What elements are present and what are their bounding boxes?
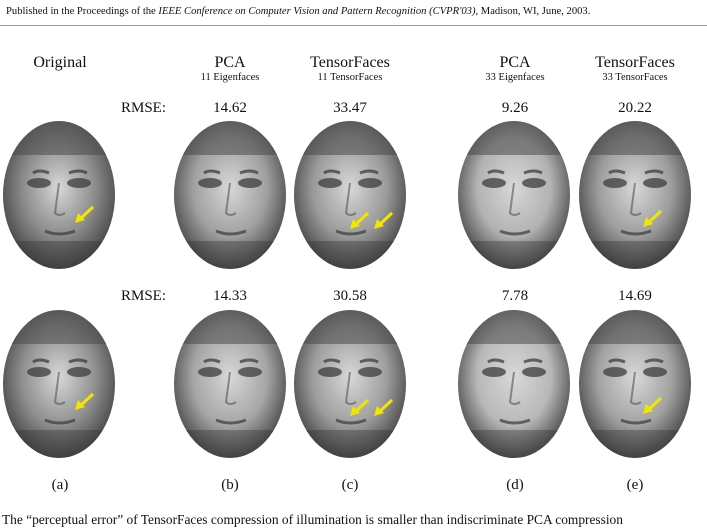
arrow-icon bbox=[641, 394, 663, 416]
face-original-image bbox=[3, 310, 115, 458]
face-pca-11-image bbox=[174, 121, 286, 269]
rmse-label-row1: RMSE: bbox=[121, 100, 167, 116]
rmse-value: 33.47 bbox=[333, 100, 367, 116]
publication-header: Published in the Proceedings of the IEEE… bbox=[6, 6, 706, 17]
face-tensorfaces-33-image bbox=[579, 121, 691, 269]
rmse-value: 30.58 bbox=[333, 288, 367, 304]
col-subtitle-tensorfaces-11: 11 TensorFaces bbox=[317, 72, 383, 83]
face-pca-33-image bbox=[458, 310, 570, 458]
rmse-value: 14.33 bbox=[213, 288, 247, 304]
panel-label-d: (d) bbox=[506, 477, 524, 493]
arrow-icon bbox=[73, 203, 95, 225]
face-tensorfaces-33-image bbox=[579, 310, 691, 458]
arrow-icon bbox=[641, 207, 663, 229]
arrow-icon bbox=[348, 396, 370, 418]
header-rule bbox=[0, 25, 707, 26]
rmse-value: 20.22 bbox=[618, 100, 652, 116]
face-pca-33-image bbox=[458, 121, 570, 269]
rmse-value: 9.26 bbox=[501, 100, 529, 116]
col-subtitle-pca-11: 11 Eigenfaces bbox=[200, 72, 260, 83]
face-tensorfaces-11-image bbox=[294, 121, 406, 269]
rmse-value: 14.62 bbox=[213, 100, 247, 116]
panel-label-c: (c) bbox=[341, 477, 359, 493]
header-prefix: Published in the Proceedings of the bbox=[6, 6, 159, 17]
arrow-icon bbox=[372, 396, 394, 418]
header-venue: IEEE Conference on Computer Vision and P… bbox=[158, 6, 476, 17]
col-title-pca-33: PCA bbox=[499, 54, 531, 71]
face-original-image bbox=[3, 121, 115, 269]
col-subtitle-pca-33: 33 Eigenfaces bbox=[485, 72, 545, 83]
arrow-icon bbox=[73, 390, 95, 412]
rmse-label-row2: RMSE: bbox=[121, 288, 167, 304]
arrow-icon bbox=[348, 209, 370, 231]
face-pca-11-image bbox=[174, 310, 286, 458]
col-title-original: Original bbox=[33, 54, 87, 71]
rmse-value: 14.69 bbox=[618, 288, 652, 304]
col-subtitle-tensorfaces-33: 33 TensorFaces bbox=[602, 72, 668, 83]
rmse-value: 7.78 bbox=[501, 288, 529, 304]
arrow-icon bbox=[372, 209, 394, 231]
col-title-tensorfaces-33: TensorFaces bbox=[595, 54, 675, 71]
face-tensorfaces-11-image bbox=[294, 310, 406, 458]
figure-caption: The “perceptual error” of TensorFaces co… bbox=[2, 512, 623, 527]
header-suffix: , Madison, WI, June, 2003. bbox=[475, 6, 591, 17]
col-title-pca-11: PCA bbox=[214, 54, 246, 71]
panel-label-a: (a) bbox=[51, 477, 69, 493]
panel-label-b: (b) bbox=[221, 477, 239, 493]
col-title-tensorfaces-11: TensorFaces bbox=[310, 54, 390, 71]
panel-label-e: (e) bbox=[626, 477, 644, 493]
